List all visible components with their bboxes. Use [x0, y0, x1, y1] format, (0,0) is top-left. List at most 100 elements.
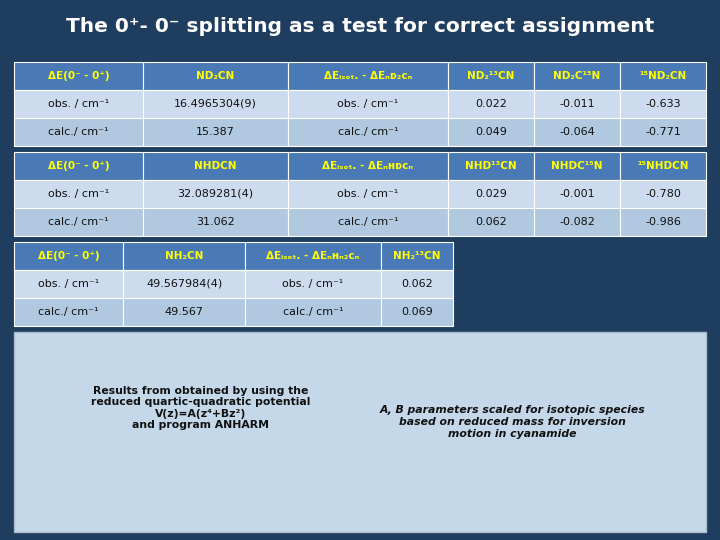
Bar [381, 298, 454, 326]
Text: -0.780: -0.780 [645, 189, 681, 199]
Text: The 0⁺- 0⁻ splitting as a test for correct assignment: The 0⁺- 0⁻ splitting as a test for corre… [66, 17, 654, 36]
Text: 0.049: 0.049 [475, 127, 507, 137]
Bar [246, 298, 381, 326]
Bar [14, 242, 123, 270]
Bar [143, 62, 288, 90]
Text: ND₂C¹⁵N: ND₂C¹⁵N [554, 71, 600, 81]
Bar [620, 208, 706, 236]
Bar [534, 118, 620, 146]
Text: ΔE(0⁻ - 0⁺): ΔE(0⁻ - 0⁺) [48, 71, 109, 81]
Bar [288, 90, 448, 118]
Bar [448, 118, 534, 146]
Bar [246, 242, 381, 270]
Bar [0, 0, 720, 52]
Bar [14, 208, 143, 236]
Text: obs. / cm⁻¹: obs. / cm⁻¹ [337, 99, 398, 109]
Text: NH₂¹³CN: NH₂¹³CN [393, 251, 441, 261]
Bar [14, 298, 123, 326]
Bar [123, 242, 246, 270]
Text: 16.4965304(9): 16.4965304(9) [174, 99, 257, 109]
Text: calc./ cm⁻¹: calc./ cm⁻¹ [283, 307, 343, 317]
Text: calc./ cm⁻¹: calc./ cm⁻¹ [48, 127, 109, 137]
Bar [288, 62, 448, 90]
Bar [448, 62, 534, 90]
Text: obs. / cm⁻¹: obs. / cm⁻¹ [38, 279, 99, 289]
Text: ΔE(0⁻ - 0⁺): ΔE(0⁻ - 0⁺) [37, 251, 99, 261]
Bar [381, 270, 454, 298]
Bar [246, 270, 381, 298]
Text: 15.387: 15.387 [196, 127, 235, 137]
Bar [143, 208, 288, 236]
Bar [534, 180, 620, 208]
Bar [14, 152, 143, 180]
Text: calc./ cm⁻¹: calc./ cm⁻¹ [338, 217, 398, 227]
Text: -0.001: -0.001 [559, 189, 595, 199]
Text: -0.064: -0.064 [559, 127, 595, 137]
Text: ΔEᵢₛₒₜ. - ΔEₙʜᴅᴄₙ: ΔEᵢₛₒₜ. - ΔEₙʜᴅᴄₙ [323, 161, 413, 171]
Text: 49.567984(4): 49.567984(4) [146, 279, 222, 289]
Text: calc./ cm⁻¹: calc./ cm⁻¹ [38, 307, 99, 317]
Text: obs. / cm⁻¹: obs. / cm⁻¹ [282, 279, 343, 289]
Text: obs. / cm⁻¹: obs. / cm⁻¹ [337, 189, 398, 199]
Text: calc./ cm⁻¹: calc./ cm⁻¹ [48, 217, 109, 227]
Text: 0.069: 0.069 [401, 307, 433, 317]
Bar [123, 298, 246, 326]
Text: ¹⁵ND₂CN: ¹⁵ND₂CN [639, 71, 687, 81]
Text: -0.011: -0.011 [559, 99, 595, 109]
Bar [448, 180, 534, 208]
Text: -0.986: -0.986 [645, 217, 681, 227]
Text: calc./ cm⁻¹: calc./ cm⁻¹ [338, 127, 398, 137]
Text: NHD¹³CN: NHD¹³CN [465, 161, 517, 171]
Bar [534, 90, 620, 118]
Text: NHDCN: NHDCN [194, 161, 237, 171]
Bar [288, 152, 448, 180]
Text: ND₂CN: ND₂CN [197, 71, 235, 81]
Text: ΔEᵢₛₒₜ. - ΔEₙᴅ₂ᴄₙ: ΔEᵢₛₒₜ. - ΔEₙᴅ₂ᴄₙ [323, 71, 412, 81]
Bar [14, 90, 143, 118]
Text: 0.062: 0.062 [401, 279, 433, 289]
Bar [288, 208, 448, 236]
Bar [14, 332, 706, 532]
Text: ND₂¹³CN: ND₂¹³CN [467, 71, 515, 81]
Bar [534, 152, 620, 180]
Text: -0.633: -0.633 [645, 99, 681, 109]
Bar [620, 90, 706, 118]
Text: 0.062: 0.062 [475, 217, 507, 227]
Bar [143, 180, 288, 208]
Text: NH₂CN: NH₂CN [165, 251, 203, 261]
Bar [14, 62, 143, 90]
Bar [620, 152, 706, 180]
Bar [143, 90, 288, 118]
Bar [123, 270, 246, 298]
Text: obs. / cm⁻¹: obs. / cm⁻¹ [48, 99, 109, 109]
Bar [14, 180, 143, 208]
Bar [14, 270, 123, 298]
Text: -0.771: -0.771 [645, 127, 681, 137]
Bar [620, 180, 706, 208]
Bar [534, 62, 620, 90]
Bar [288, 118, 448, 146]
Text: 32.089281(4): 32.089281(4) [177, 189, 253, 199]
Text: -0.082: -0.082 [559, 217, 595, 227]
Text: ΔEᵢₛₒₜ. - ΔEₙʜₙ₂ᴄₙ: ΔEᵢₛₒₜ. - ΔEₙʜₙ₂ᴄₙ [266, 251, 360, 261]
Bar [14, 118, 143, 146]
Text: 0.029: 0.029 [475, 189, 507, 199]
Bar [381, 242, 454, 270]
Text: ¹⁵NHDCN: ¹⁵NHDCN [637, 161, 689, 171]
Bar [448, 90, 534, 118]
Bar [143, 152, 288, 180]
Text: obs. / cm⁻¹: obs. / cm⁻¹ [48, 189, 109, 199]
Text: A, B parameters scaled for isotopic species
based on reduced mass for inversion
: A, B parameters scaled for isotopic spec… [379, 406, 645, 438]
Bar [448, 152, 534, 180]
Bar [534, 208, 620, 236]
Bar [620, 62, 706, 90]
Text: 49.567: 49.567 [165, 307, 204, 317]
Text: ΔE(0⁻ - 0⁺): ΔE(0⁻ - 0⁺) [48, 161, 109, 171]
Text: 0.022: 0.022 [475, 99, 507, 109]
Bar [620, 118, 706, 146]
Text: NHDC¹⁵N: NHDC¹⁵N [552, 161, 603, 171]
Bar [448, 208, 534, 236]
Bar [143, 118, 288, 146]
Bar [288, 180, 448, 208]
Text: 31.062: 31.062 [196, 217, 235, 227]
